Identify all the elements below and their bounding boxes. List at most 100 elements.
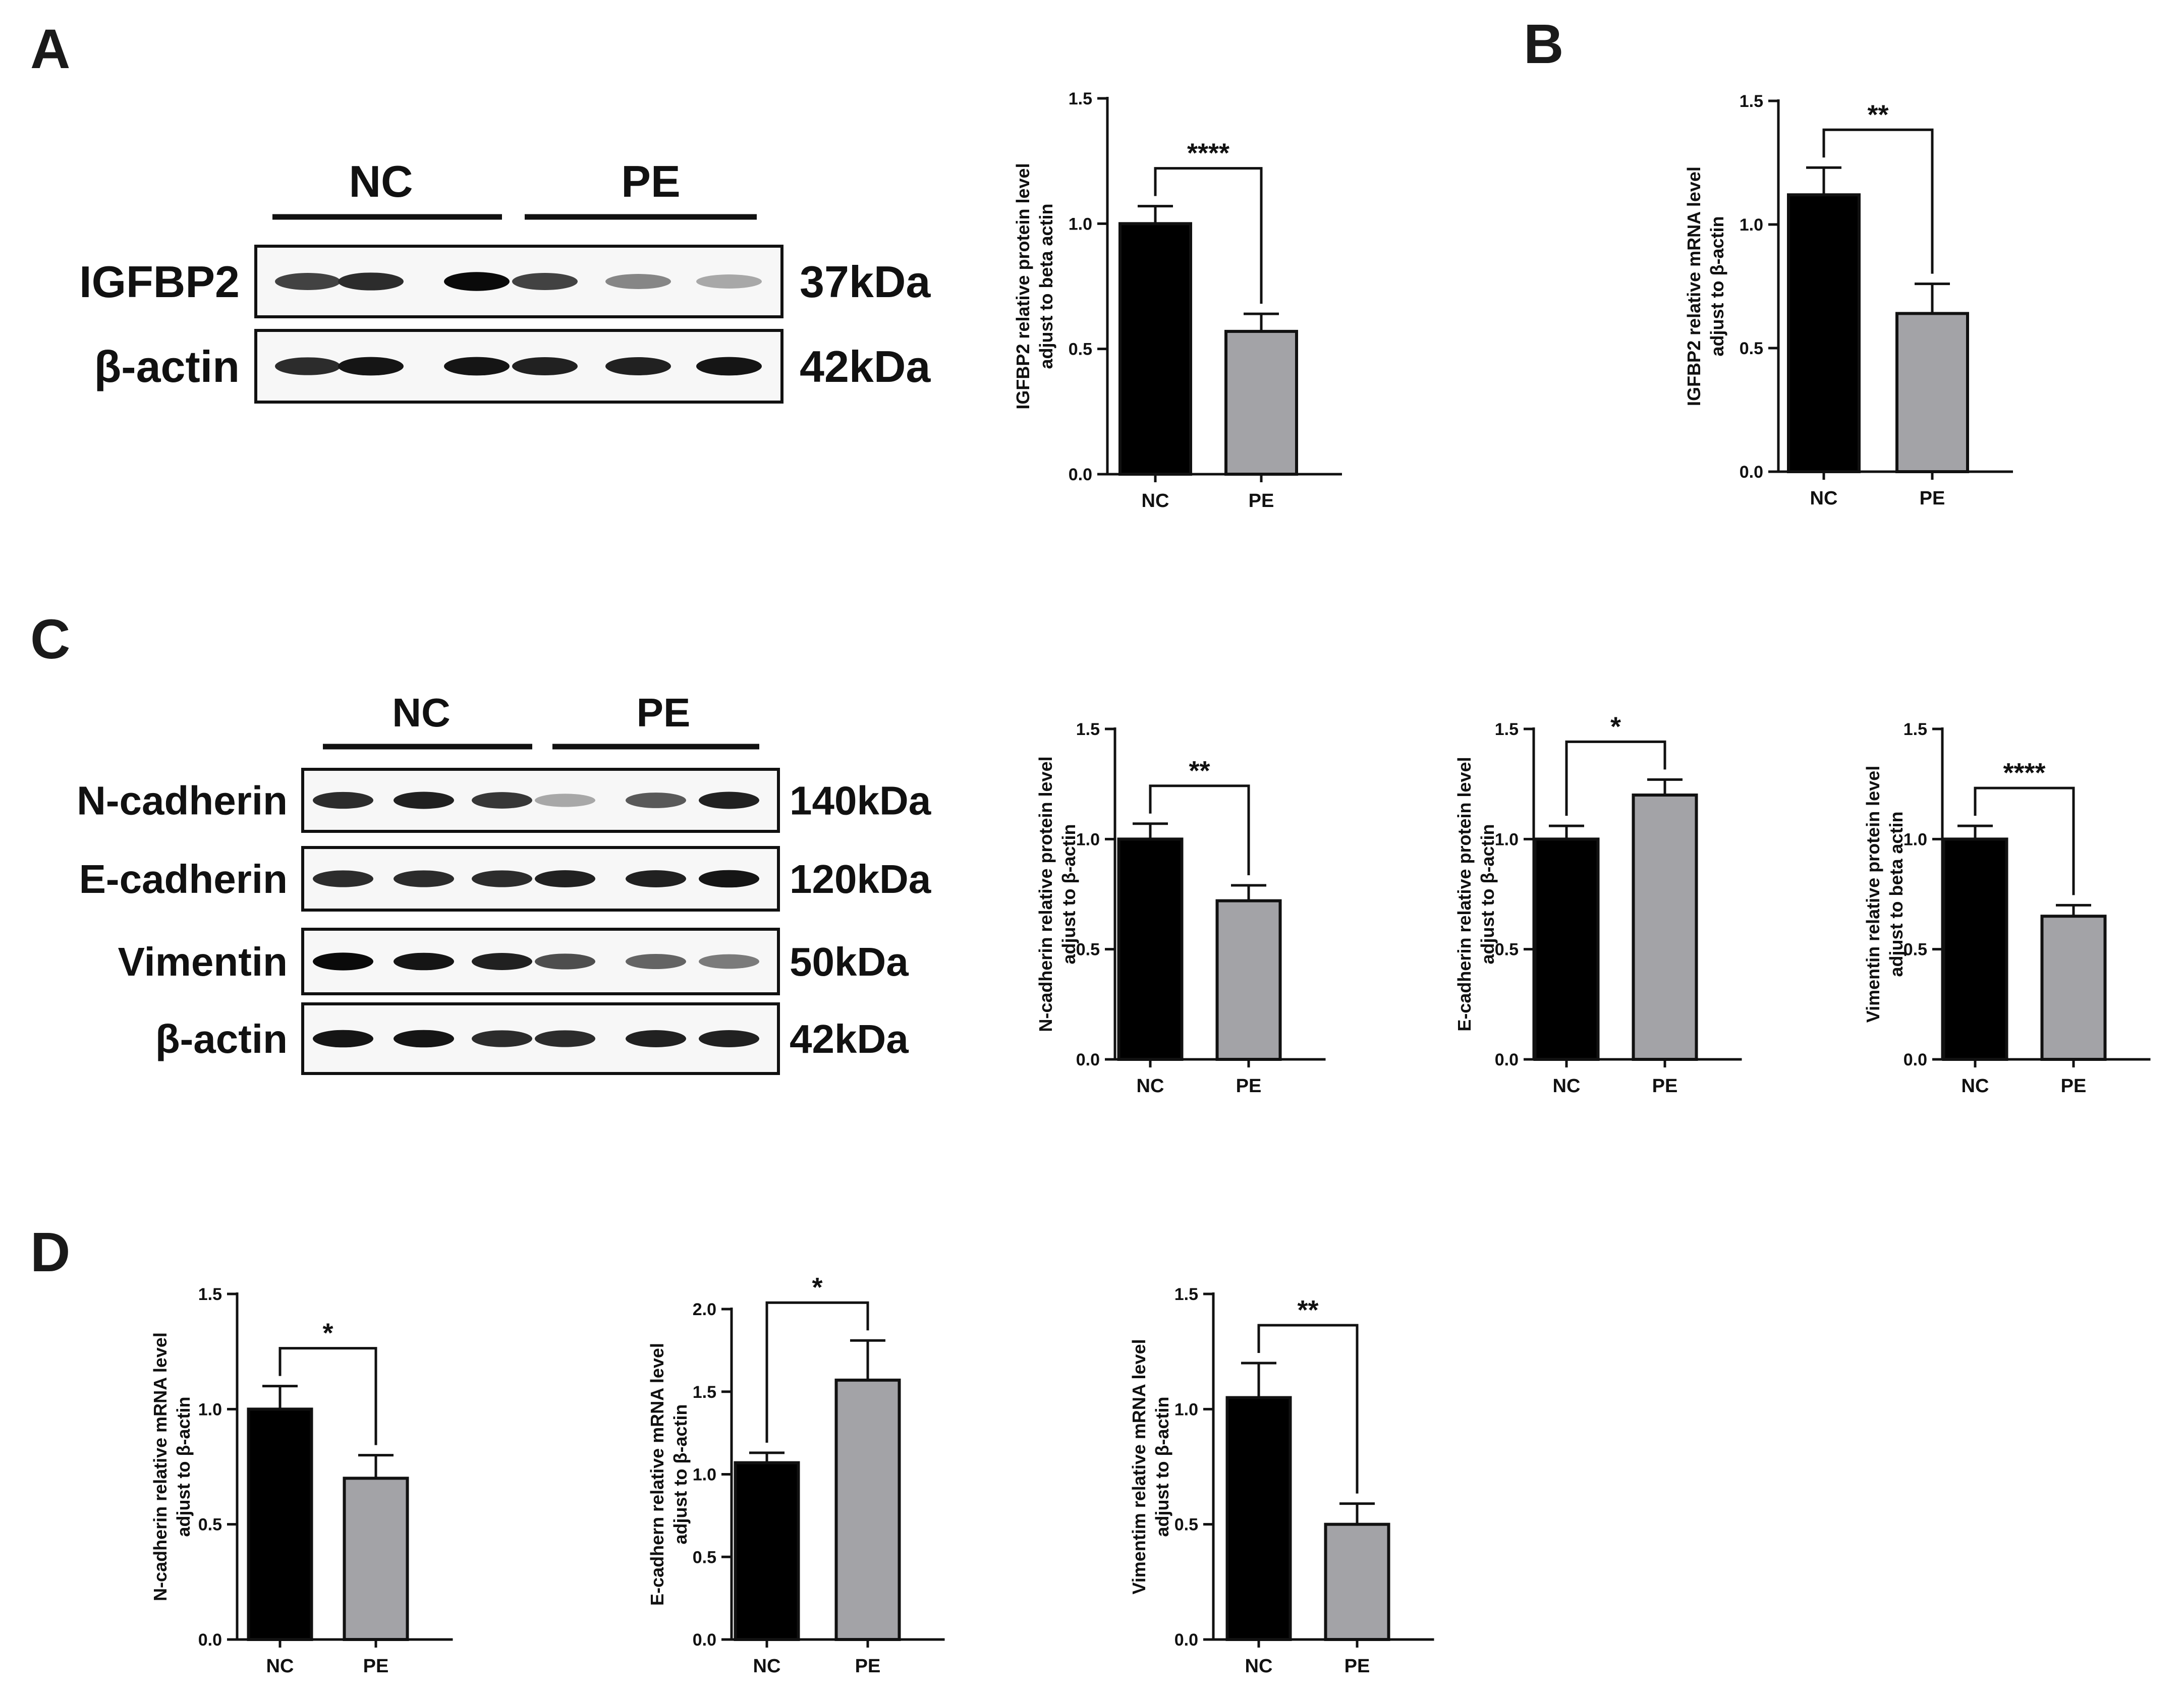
y-tick-label: 1.0 (1903, 830, 1927, 849)
protein-label: β-actin (155, 1016, 288, 1061)
blot-band (699, 954, 759, 969)
bar-pe (1632, 794, 1698, 1061)
panel-letter-b: B (1524, 13, 1563, 75)
blot-row: β-actin 42kDa (155, 1002, 909, 1075)
molecular-weight-label: 42kDa (790, 1016, 909, 1061)
blot-band (626, 953, 686, 970)
significance-label: **** (2003, 758, 2045, 788)
blot-band (696, 274, 762, 289)
blot-band (626, 793, 686, 808)
group-label-nc: NC (392, 690, 451, 735)
y-tick-label: 1.5 (693, 1383, 716, 1402)
blot-band (472, 870, 532, 887)
y-axis-label: adjust to β-actin (1707, 216, 1727, 357)
y-axis-label: adjust to beta actin (1886, 811, 1907, 977)
significance-label: ** (1867, 99, 1888, 130)
y-axis-label: Vimentim relative mRNA level (1129, 1339, 1149, 1594)
significance-bracket (1822, 128, 1934, 274)
y-tick-label: 0.0 (1495, 1050, 1519, 1069)
significance-label: * (322, 1318, 333, 1348)
y-tick-label: 2.0 (693, 1300, 716, 1319)
bar-nc (1117, 837, 1184, 1061)
y-tick-label: 0.0 (1740, 463, 1763, 482)
category-label: PE (1249, 490, 1274, 512)
significance-label: ** (1189, 756, 1210, 786)
y-tick-label: 0.0 (1903, 1050, 1927, 1069)
blot-band (472, 953, 532, 970)
significance-label: * (812, 1272, 822, 1303)
protein-label: Vimentin (118, 939, 288, 984)
group-label-nc: NC (349, 156, 413, 206)
bar-pe (2040, 915, 2107, 1061)
bar-chart-3: 0.0 0.5 1.0 1.5 NC PE ** N-cadherin relative pr… (1035, 720, 1326, 1097)
y-axis-label: Vimentin relative protein level (1863, 766, 1883, 1023)
category-label: PE (363, 1656, 389, 1677)
blot-band (699, 1030, 759, 1047)
blot-band (313, 952, 373, 971)
blot-band (472, 792, 532, 809)
category-label: PE (1236, 1076, 1262, 1097)
category-label: NC (1962, 1076, 1989, 1097)
bar-chart-8: 0.0 0.5 1.0 1.5 NC PE ** Vimentim relative mRNA… (1129, 1285, 1434, 1677)
blot-band (699, 792, 759, 809)
y-tick-label: 0.0 (1069, 465, 1092, 484)
molecular-weight-label: 42kDa (800, 342, 931, 391)
molecular-weight-label: 140kDa (790, 778, 931, 823)
blot-band (275, 273, 341, 290)
blot-band (535, 870, 595, 887)
bar-chart-5: 0.0 0.5 1.0 1.5 NC PE **** Vimentin relative pr… (1863, 720, 2151, 1097)
blot-row: Vimentin 50kDa (118, 928, 909, 995)
blot-row: IGFBP2 37kDa (79, 245, 931, 318)
y-tick-label: 0.5 (198, 1515, 222, 1535)
y-tick-label: 0.5 (693, 1548, 716, 1567)
blot-band (338, 272, 404, 291)
blot-band (394, 792, 454, 809)
y-tick-label: 0.0 (693, 1630, 716, 1650)
category-label: NC (1810, 488, 1838, 509)
bar-nc (1225, 1396, 1292, 1641)
y-tick-label: 1.0 (1495, 830, 1519, 849)
y-tick-label: 0.0 (198, 1630, 222, 1650)
blot-row: β-actin 42kDa (94, 329, 931, 404)
bar-nc (1787, 193, 1861, 473)
blot-band (535, 794, 595, 807)
bar-chart-2: 0.0 0.5 1.0 1.5 NC PE ** IGFBP2 relative mRNA l… (1684, 92, 2013, 509)
bar-nc (1118, 222, 1192, 476)
bar-chart-7: 0.0 0.5 1.0 1.5 2.0 NC PE * E-cadhern relative m… (647, 1272, 945, 1677)
blot-band (394, 952, 454, 971)
blot-band (512, 273, 578, 290)
bar-pe (834, 1378, 901, 1641)
category-label: PE (1652, 1076, 1678, 1097)
category-label: NC (1553, 1076, 1581, 1097)
y-tick-label: 0.0 (1174, 1630, 1198, 1650)
y-tick-label: 1.0 (1174, 1400, 1198, 1419)
y-axis-label: IGFBP2 relative mRNA level (1684, 166, 1704, 406)
bar-pe (1895, 312, 1969, 474)
y-tick-label: 1.5 (1076, 720, 1100, 739)
panel-letter-c: C (30, 608, 70, 670)
blot-band (338, 357, 404, 376)
y-axis-label: adjust to β-actin (173, 1397, 194, 1537)
bar-pe (1224, 329, 1298, 476)
category-label: NC (1245, 1656, 1273, 1677)
bar-chart-1: 0.0 0.5 1.0 1.5 NC PE **** IGFBP2 relative prot… (1013, 89, 1342, 512)
blot-band (535, 953, 595, 970)
bar-pe (1215, 899, 1282, 1061)
significance-bracket (278, 1347, 377, 1445)
y-axis-label: N-cadherin relative protein level (1035, 756, 1056, 1032)
y-tick-label: 0.5 (1076, 940, 1100, 959)
blot-band (472, 1030, 532, 1047)
molecular-weight-label: 120kDa (790, 857, 931, 901)
blot-band (605, 357, 671, 376)
protein-label: IGFBP2 (79, 257, 240, 307)
group-label-pe: PE (637, 690, 691, 735)
y-tick-label: 1.5 (1174, 1285, 1198, 1304)
bar-nc (1942, 837, 2008, 1061)
category-label: NC (1137, 1076, 1164, 1097)
significance-bracket (765, 1301, 869, 1443)
western-blots: NC PE IGFBP2 37kDa β-actin 42kDa NC PE N-cadheri… (77, 156, 931, 1075)
panel-letter-d: D (30, 1221, 70, 1283)
y-tick-label: 1.0 (1740, 215, 1763, 235)
blot-band (275, 357, 341, 375)
